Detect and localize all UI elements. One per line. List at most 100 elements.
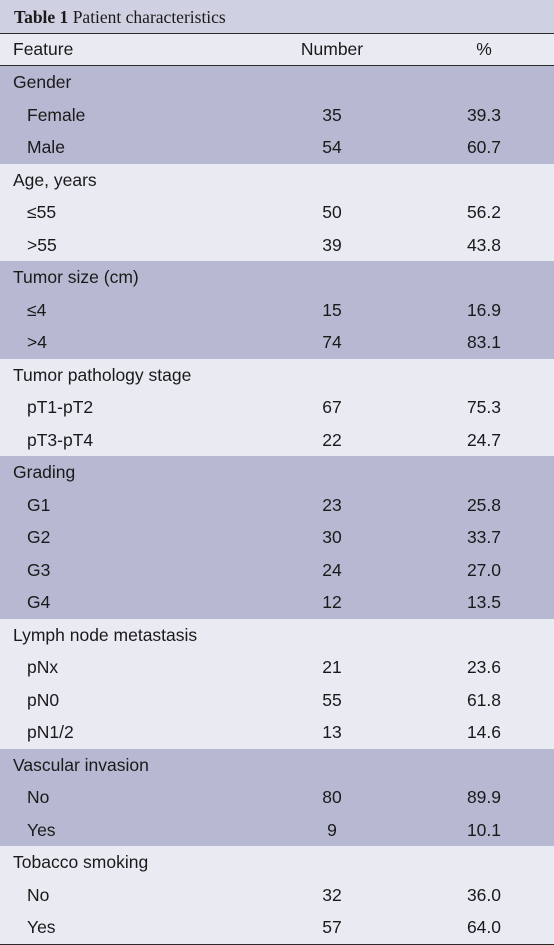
row-feature: ≤55 [27, 202, 57, 222]
table-row: No 80 89.9 [0, 781, 554, 814]
group-heading-row: Grading [0, 456, 554, 489]
table-row: G2 30 33.7 [0, 521, 554, 554]
table-row: ≤4 15 16.9 [0, 293, 554, 326]
row-number: 80 [322, 787, 342, 807]
row-feature: pNx [27, 657, 59, 677]
row-feature: No [27, 787, 50, 807]
row-percent: 10.1 [466, 819, 501, 840]
group-label: Tumor pathology stage [13, 364, 192, 385]
table-row: G1 23 25.8 [0, 488, 554, 521]
table-caption: Table 1 Patient characteristics [0, 0, 554, 34]
row-feature: Yes [27, 917, 56, 937]
row-number: 24 [322, 559, 342, 580]
group-label: Gender [13, 72, 72, 92]
row-number: 23 [322, 494, 342, 515]
row-feature: pN0 [27, 689, 60, 710]
row-number: 55 [322, 689, 342, 710]
row-feature: G4 [27, 592, 51, 612]
table-row: Yes 57 64.0 [0, 911, 554, 944]
header-feature: Feature [13, 39, 74, 59]
row-feature: >4 [27, 332, 47, 352]
table-group: Lymph node metastasis pNx 21 23.6 pN0 55 61.8 p… [0, 618, 554, 749]
table-row: >4 74 83.1 [0, 326, 554, 359]
row-percent: 36.0 [466, 884, 501, 905]
table-row: pN0 55 61.8 [0, 683, 554, 716]
row-percent: 33.7 [466, 527, 501, 547]
row-number: 50 [322, 202, 342, 222]
row-feature: No [27, 884, 50, 905]
table-group: Gender Female 35 39.3 Male 54 60.7 [0, 66, 554, 164]
row-feature: ≤4 [27, 299, 47, 320]
row-number: 13 [322, 722, 342, 742]
group-heading-row: Gender [0, 66, 554, 99]
row-number: 67 [322, 397, 342, 417]
table-group: Grading G1 23 25.8 G2 30 33.7 G3 24 27.0 G4 12 13.5 [0, 456, 554, 619]
table-group: Vascular invasion No 80 89.9 Yes 9 10.1 [0, 748, 554, 846]
row-percent: 61.8 [466, 689, 501, 710]
row-percent: 83.1 [466, 332, 501, 352]
row-percent: 43.8 [466, 234, 501, 255]
table-group: Age, years ≤55 50 56.2 >55 39 43.8 [0, 163, 554, 261]
group-heading-row: Tumor size (cm) [0, 261, 554, 294]
row-number: 54 [322, 137, 342, 157]
header-percent: % [476, 39, 492, 59]
table-group: Tobacco smoking No 32 36.0 Yes 57 64.0 [0, 846, 554, 944]
row-percent: 25.8 [466, 494, 501, 515]
row-percent: 24.7 [466, 429, 501, 450]
table-group: Tumor pathology stage pT1-pT2 67 75.3 pT3-pT… [0, 358, 554, 456]
table-row: Female 35 39.3 [0, 98, 554, 131]
row-number: 30 [322, 527, 342, 547]
row-percent: 16.9 [466, 299, 501, 320]
row-number: 39 [322, 234, 342, 255]
row-percent: 64.0 [466, 917, 501, 937]
row-feature: pT3-pT4 [27, 429, 94, 450]
row-number: 32 [322, 884, 342, 905]
row-feature: G3 [27, 559, 51, 580]
table-row: G4 12 13.5 [0, 586, 554, 619]
table-row: Male 54 60.7 [0, 131, 554, 164]
caption-label: Table 1 [14, 7, 69, 27]
group-label: Vascular invasion [13, 754, 149, 775]
row-feature: G2 [27, 527, 51, 547]
row-feature: pN1/2 [27, 722, 74, 742]
row-feature: G1 [27, 494, 51, 515]
row-number: 35 [322, 104, 342, 125]
table-row: pT1-pT2 67 75.3 [0, 391, 554, 424]
group-label: Tobacco smoking [13, 852, 149, 872]
table-row: G3 24 27.0 [0, 553, 554, 586]
group-label: Age, years [13, 169, 97, 190]
row-feature: >55 [27, 234, 57, 255]
row-percent: 39.3 [466, 104, 501, 125]
group-heading-row: Tumor pathology stage [0, 358, 554, 391]
table-row: No 32 36.0 [0, 878, 554, 911]
table-body: Gender Female 35 39.3 Male 54 60.7 Age, years ≤5… [0, 66, 554, 944]
table-row: pN1/2 13 14.6 [0, 716, 554, 749]
row-number: 22 [322, 429, 342, 450]
row-percent: 89.9 [466, 787, 501, 807]
row-number: 15 [322, 299, 342, 320]
row-percent: 60.7 [466, 137, 501, 157]
header-number: Number [300, 39, 364, 59]
table-row: pNx 21 23.6 [0, 651, 554, 684]
table-row: >55 39 43.8 [0, 228, 554, 261]
row-number: 57 [322, 917, 342, 937]
row-number: 12 [322, 592, 342, 612]
row-feature: Male [27, 137, 65, 157]
group-heading-row: Tobacco smoking [0, 846, 554, 879]
row-percent: 23.6 [466, 657, 501, 677]
caption-title: Patient characteristics [72, 7, 226, 27]
row-percent: 56.2 [466, 202, 501, 222]
row-number: 74 [322, 332, 342, 352]
row-feature: Yes [27, 819, 56, 840]
row-percent: 13.5 [466, 592, 501, 612]
row-number: 9 [327, 819, 337, 840]
group-label: Grading [13, 462, 76, 482]
table-row: pT3-pT4 22 24.7 [0, 423, 554, 456]
row-feature: Female [27, 104, 86, 125]
table-header-row: Feature Number % [0, 34, 554, 66]
group-heading-row: Lymph node metastasis [0, 618, 554, 651]
table-bottom-rule [0, 943, 554, 945]
row-percent: 75.3 [466, 397, 501, 417]
group-heading-row: Age, years [0, 163, 554, 196]
